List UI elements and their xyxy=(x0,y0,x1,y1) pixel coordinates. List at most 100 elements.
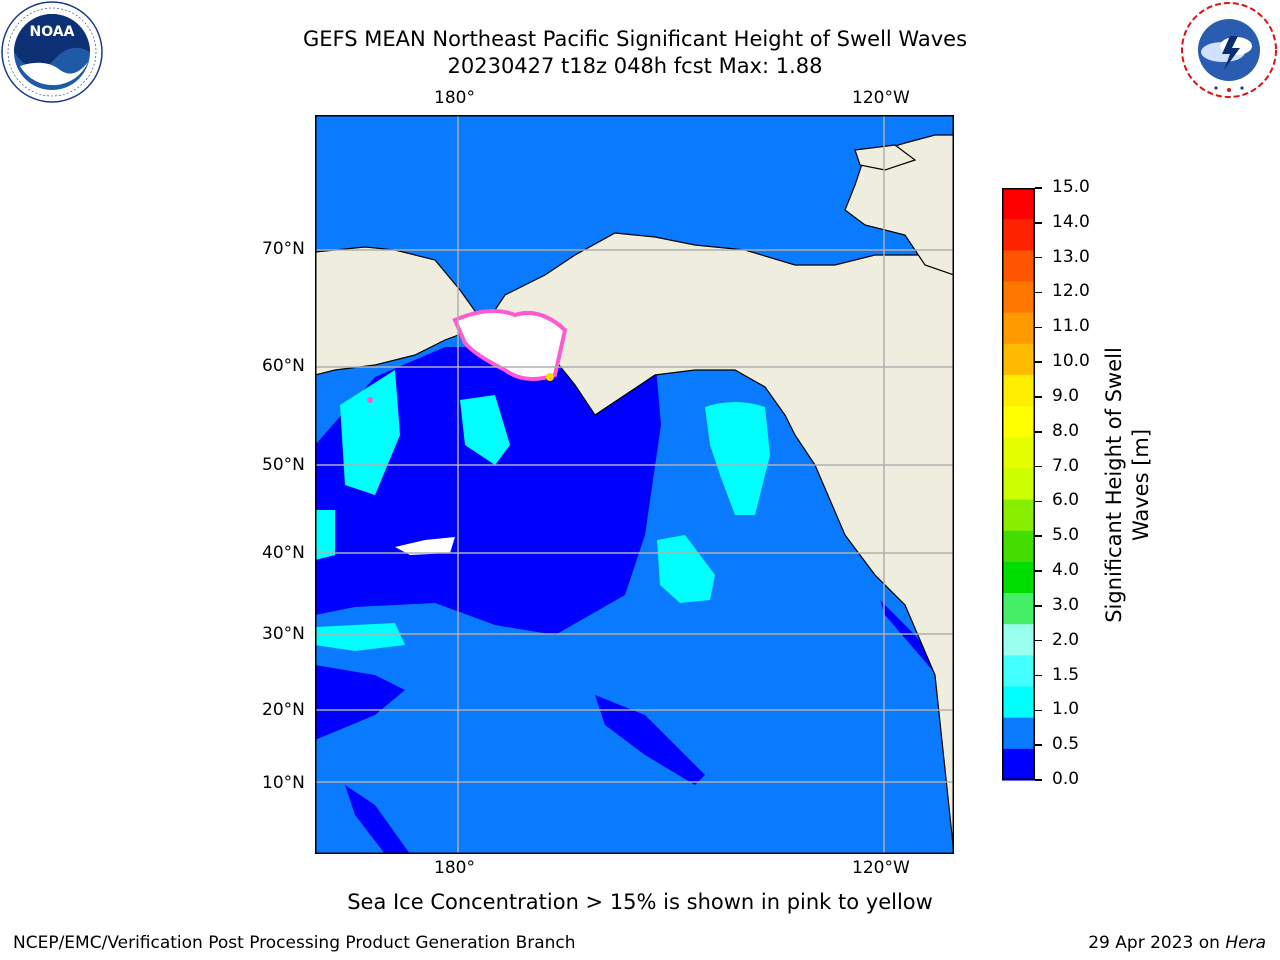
colorbar-tick-mark xyxy=(1035,779,1042,781)
colorbar-tick-mark xyxy=(1035,256,1042,259)
low-swell-region-south xyxy=(315,665,405,740)
colorbar-tick-mark xyxy=(1035,500,1042,503)
colorbar-band xyxy=(1002,281,1035,314)
colorbar-band xyxy=(1002,530,1035,563)
low-swell-region-sw xyxy=(345,785,410,854)
colorbar-band xyxy=(1002,748,1035,781)
colorbar-band xyxy=(1002,406,1035,438)
colorbar-band xyxy=(1002,312,1035,345)
colorbar-tick-mark xyxy=(1035,465,1042,468)
colorbar-tick-mark xyxy=(1035,674,1042,677)
colorbar-label-line1: Significant Height of Swell xyxy=(1102,347,1126,623)
sea-ice-bering xyxy=(452,309,568,381)
colorbar-label-line2: Waves [m] xyxy=(1129,428,1153,542)
colorbar-tick-label: 0.0 xyxy=(1052,769,1080,789)
swell-patch-central xyxy=(657,535,715,603)
colorbar-tick-label: 5.0 xyxy=(1052,525,1080,546)
svg-text:NOAA: NOAA xyxy=(30,24,75,40)
colorbar-tick-mark xyxy=(1035,570,1042,572)
colorbar-tick-mark xyxy=(1035,744,1042,746)
colorbar-tick-mark xyxy=(1035,709,1042,712)
colorbar-tick-label: 6.0 xyxy=(1052,490,1080,511)
swell-patch-30n xyxy=(315,623,405,651)
land-arctic-island-2 xyxy=(854,144,917,171)
colorbar-tick-mark xyxy=(1035,187,1042,189)
colorbar-tick-mark xyxy=(1035,361,1042,363)
lon-label-top-120w: 120°W xyxy=(852,88,910,108)
lon-label-top-180: 180° xyxy=(434,88,475,108)
colorbar-label: Significant Height of Swell Waves [m] xyxy=(1078,305,1178,665)
no-data-patch xyxy=(395,537,455,555)
footer-right: 29 Apr 2023 on Hera xyxy=(1088,933,1266,953)
low-swell-region-hawaii xyxy=(595,695,705,785)
colorbar-tick-label: 7.0 xyxy=(1052,455,1080,476)
footer-left: NCEP/EMC/Verification Post Processing Pr… xyxy=(13,933,576,953)
swell-patch-gulf xyxy=(705,402,770,515)
colorbar-tick-label: 12.0 xyxy=(1052,281,1090,302)
colorbar-band xyxy=(1002,686,1035,719)
colorbar-band xyxy=(1002,717,1035,750)
colorbar-band xyxy=(1002,374,1035,407)
lat-label-10n: 10°N xyxy=(262,773,305,793)
colorbar-tick-mark xyxy=(1035,326,1042,329)
colorbar-tick-label: 15.0 xyxy=(1052,177,1090,197)
colorbar-tick-label: 9.0 xyxy=(1052,385,1080,406)
colorbar-tick-mark xyxy=(1035,639,1042,642)
colorbar-band xyxy=(1002,655,1035,688)
lat-label-70n: 70°N xyxy=(262,239,305,259)
colorbar-tick-label: 10.0 xyxy=(1052,351,1090,372)
colorbar-tick-label: 13.0 xyxy=(1052,246,1090,267)
lat-label-60n: 60°N xyxy=(262,356,305,376)
colorbar-band xyxy=(1002,188,1035,220)
colorbar-tick-label: 4.0 xyxy=(1052,560,1080,581)
colorbar-band xyxy=(1002,343,1035,376)
land-arctic-islands xyxy=(844,134,954,276)
colorbar-tick-label: 3.0 xyxy=(1052,594,1080,615)
colorbar-band xyxy=(1002,561,1035,594)
colorbar xyxy=(1002,188,1035,781)
footer-host: Hera xyxy=(1225,933,1266,953)
caption: Sea Ice Concentration > 15% is shown in … xyxy=(347,890,933,914)
footer-date: 29 Apr 2023 on xyxy=(1088,933,1226,953)
colorbar-tick-mark xyxy=(1035,535,1042,537)
lon-label-bottom-120w: 120°W xyxy=(852,858,910,878)
colorbar-tick-label: 11.0 xyxy=(1052,316,1090,337)
colorbar-tick-mark xyxy=(1035,222,1042,224)
colorbar-tick-label: 8.0 xyxy=(1052,420,1080,441)
sea-ice-yellow-dot xyxy=(546,373,554,381)
colorbar-tick-mark xyxy=(1035,605,1042,607)
colorbar-tick-label: 1.0 xyxy=(1052,699,1080,720)
swell-patch-bering xyxy=(460,395,510,465)
nws-logo xyxy=(1178,0,1280,100)
colorbar-tick-mark xyxy=(1035,291,1042,294)
colorbar-tick-mark xyxy=(1035,396,1042,398)
swell-patch-west-aleutian xyxy=(340,370,400,495)
lat-label-20n: 20°N xyxy=(262,700,305,720)
swell-patch-west-edge xyxy=(315,510,335,560)
map-frame xyxy=(315,115,954,854)
chart-subtitle: 20230427 t18z 048h fcst Max: 1.88 xyxy=(447,54,823,78)
colorbar-band xyxy=(1002,593,1035,625)
land-alaska xyxy=(484,232,954,854)
graticule xyxy=(315,115,954,854)
chart-title: GEFS MEAN Northeast Pacific Significant … xyxy=(302,27,968,51)
colorbar-band xyxy=(1002,624,1035,656)
swell-height-map xyxy=(315,115,954,854)
noaa-logo: NOAA xyxy=(0,0,104,104)
lat-label-30n: 30°N xyxy=(262,624,305,644)
colorbar-band xyxy=(1002,437,1035,470)
colorbar-tick-label: 14.0 xyxy=(1052,211,1090,232)
lat-label-40n: 40°N xyxy=(262,543,305,563)
colorbar-band xyxy=(1002,499,1035,532)
colorbar-band xyxy=(1002,219,1035,251)
colorbar-tick-label: 1.5 xyxy=(1052,664,1080,685)
colorbar-band xyxy=(1002,468,1035,501)
colorbar-tick-label: 2.0 xyxy=(1052,629,1080,650)
lat-label-50n: 50°N xyxy=(262,455,305,475)
colorbar-tick-label: 0.5 xyxy=(1052,734,1080,755)
sea-ice-pink-dot xyxy=(367,397,373,403)
lon-label-bottom-180: 180° xyxy=(434,858,475,878)
colorbar-tick-mark xyxy=(1035,431,1042,433)
low-swell-region xyxy=(315,347,661,635)
colorbar-band xyxy=(1002,250,1035,283)
